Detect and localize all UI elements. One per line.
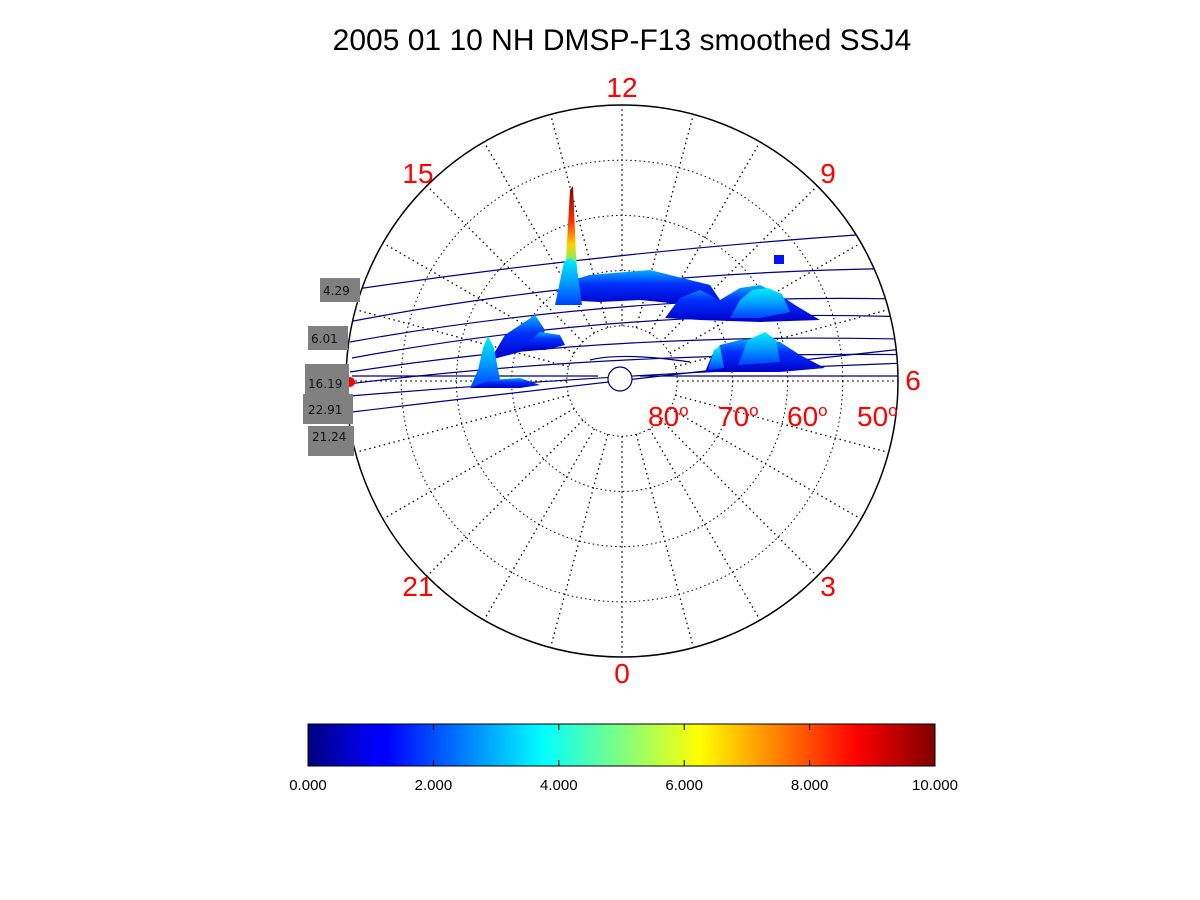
lat-label-70: 70o (718, 401, 759, 432)
mlt-spoke (549, 434, 609, 648)
mlt-spoke (635, 114, 695, 328)
mlt-spoke (426, 185, 584, 343)
mlt-spoke (660, 419, 818, 577)
pass-tag-label: 22.91 (308, 403, 342, 417)
mlt-label-15: 15 (402, 158, 433, 189)
mlt-spoke (382, 408, 575, 520)
track-line (349, 297, 898, 343)
mlt-spoke (649, 428, 761, 621)
pass-tag-label: 4.29 (323, 284, 350, 298)
mlt-spoke (675, 394, 889, 454)
pass-tag-label: 16.19 (308, 377, 342, 391)
surface-blob (708, 346, 724, 370)
mlt-label-9: 9 (820, 158, 836, 189)
track-line (347, 353, 898, 385)
surface-blob (490, 315, 545, 360)
colorbar-tick-label: 2.000 (415, 777, 453, 794)
colorbar-tick-label: 8.000 (791, 777, 829, 794)
surface-peak-base (555, 258, 582, 305)
pass-tag: 22.91 (303, 394, 353, 424)
mlt-label-0: 0 (614, 658, 630, 689)
mlt-label-12: 12 (606, 72, 637, 103)
lat-label-60: 60o (787, 401, 828, 432)
mlt-spoke (382, 242, 575, 354)
pass-tags: 4.29 6.01 16.19 22.91 21.24 (303, 278, 360, 456)
track-line (349, 231, 898, 291)
surface-blob (774, 255, 784, 264)
mlt-labels: 12 15 9 6 3 0 21 (402, 72, 920, 689)
mlt-spoke (669, 408, 862, 520)
mlt-spoke (549, 114, 609, 328)
pass-tag: 16.19 (305, 364, 349, 394)
mlt-spoke (635, 434, 695, 648)
pass-tag-label: 21.24 (312, 430, 346, 444)
colorbar-tick-label: 0.000 (289, 777, 327, 794)
lat-label-80: 80o (648, 401, 689, 432)
colorbar: 0.000 2.000 4.000 6.000 8.000 10.000 (289, 723, 958, 794)
pole-marker (607, 366, 633, 392)
mlt-spoke (355, 308, 569, 368)
colorbar-ticks: 0.000 2.000 4.000 6.000 8.000 10.000 (289, 724, 958, 794)
colorbar-gradient (307, 723, 936, 767)
mlt-label-3: 3 (820, 571, 836, 602)
pass-tag: 6.01 (308, 326, 348, 350)
precipitation-surfaces (470, 186, 825, 388)
track-line (589, 355, 691, 363)
surface-blob (470, 336, 500, 388)
track-line (351, 314, 898, 359)
mlt-spoke (483, 141, 595, 334)
surface-blob (520, 332, 565, 350)
surface-blob (730, 288, 790, 318)
mlt-spoke (483, 428, 595, 621)
mlt-label-21: 21 (402, 571, 433, 602)
pass-tag: 21.24 (308, 426, 354, 456)
latitude-labels: 80o 70o 60o 50o (648, 401, 898, 432)
mlt-spoke (649, 141, 761, 334)
polar-plot: 12 15 9 6 3 0 21 80o 70o 60o 50o 4.29 6.… (303, 72, 921, 689)
satellite-tracks (347, 231, 898, 413)
colorbar-tick-label: 10.000 (912, 777, 958, 794)
pass-tag-label: 6.01 (311, 332, 338, 346)
mlt-label-6: 6 (905, 365, 921, 396)
colorbar-tick-label: 4.000 (540, 777, 578, 794)
surface-blob (470, 378, 540, 388)
pass-tag: 4.29 (320, 278, 360, 302)
track-line (349, 337, 898, 373)
lat-label-50: 50o (857, 401, 898, 432)
surface-blob (560, 270, 720, 305)
mlt-spoke (355, 394, 569, 454)
chart-title: 2005 01 10 NH DMSP-F13 smoothed SSJ4 (333, 24, 912, 57)
colorbar-tick-label: 6.000 (665, 777, 703, 794)
mlt-spoke (426, 419, 584, 577)
surface-blob (738, 332, 780, 365)
mlt-spoke (660, 185, 818, 343)
